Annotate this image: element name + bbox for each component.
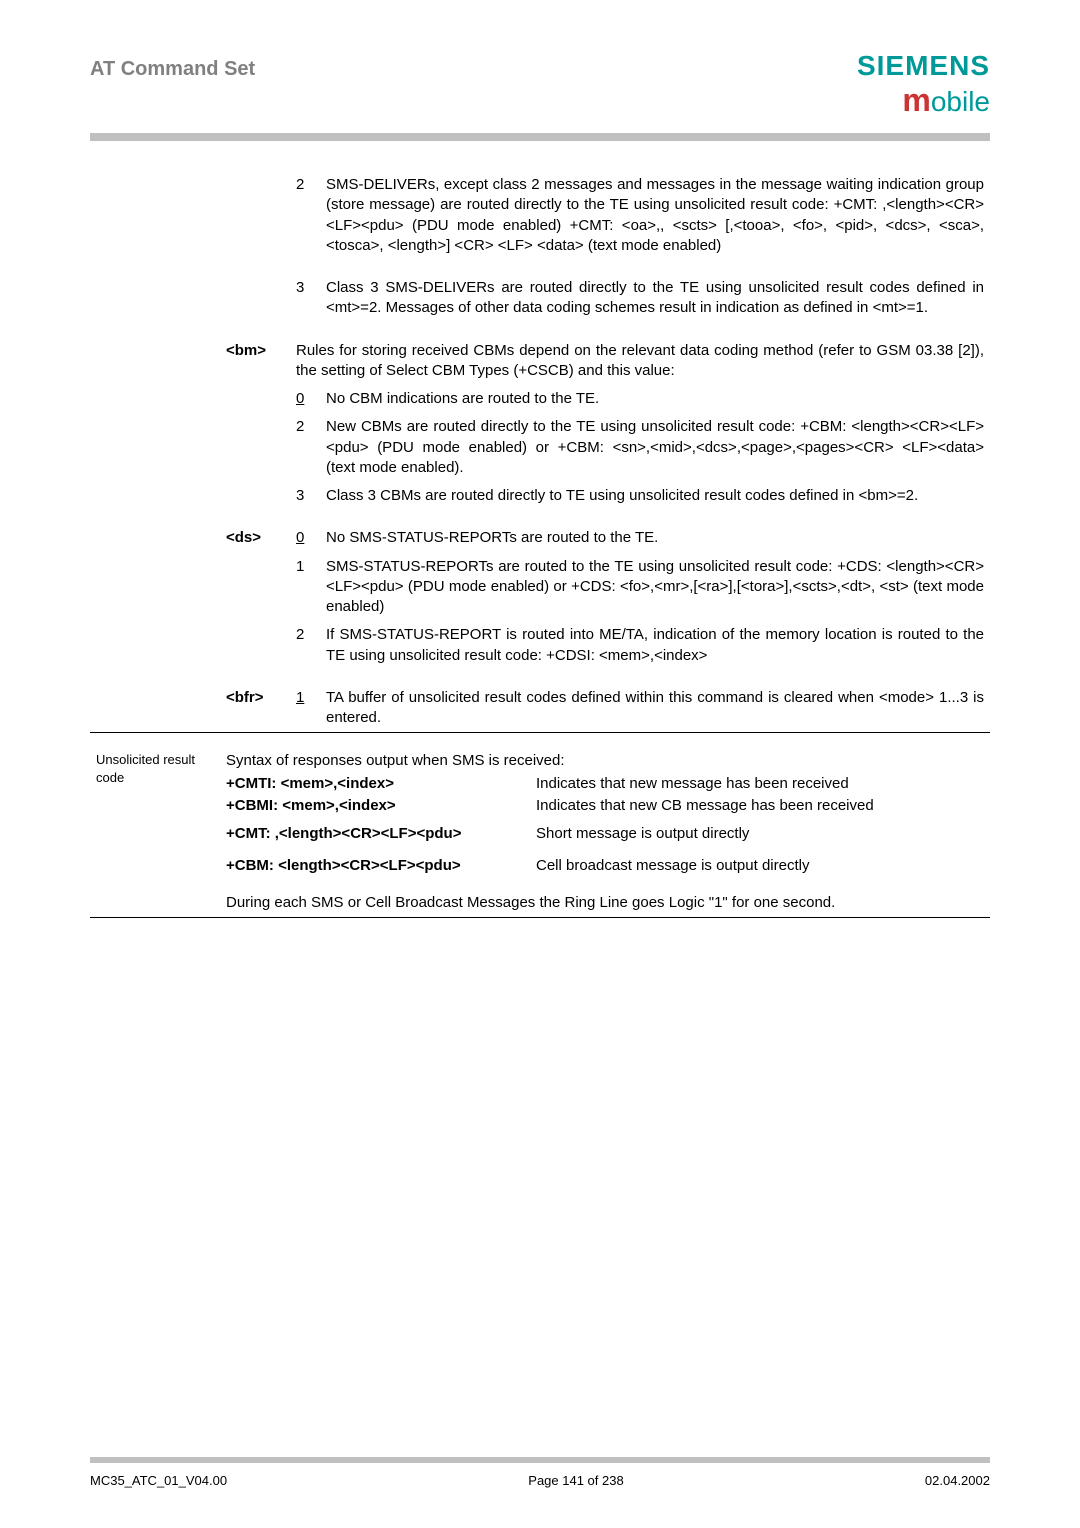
parameter-table: 2 SMS-DELIVERs, except class 2 messages … (90, 171, 990, 918)
response-desc: Indicates that new message has been rece… (536, 774, 984, 794)
logo-mobile-text: mobile (857, 82, 990, 119)
value-desc: No SMS-STATUS-REPORTs are routed to the … (320, 510, 990, 552)
value-num: 2 (290, 171, 320, 260)
value-num: 0 (290, 510, 320, 552)
value-num: 1 (290, 670, 320, 733)
page-header: AT Command Set SIEMENS mobile (90, 50, 990, 119)
value-num: 3 (290, 482, 320, 510)
value-desc: SMS-DELIVERs, except class 2 messages an… (320, 171, 990, 260)
value-num: 3 (290, 260, 320, 323)
table-row: <bfr> 1 TA buffer of unsolicited result … (90, 670, 990, 733)
table-row: 0 No CBM indications are routed to the T… (90, 385, 990, 413)
value-num: 0 (290, 385, 320, 413)
value-num: 2 (290, 621, 320, 670)
table-row: 2 SMS-DELIVERs, except class 2 messages … (90, 171, 990, 260)
urc-intro: Syntax of responses output when SMS is r… (226, 751, 984, 771)
response-row: +CMTI: <mem>,<index> Indicates that new … (226, 774, 984, 794)
value-desc: TA buffer of unsolicited result codes de… (320, 670, 990, 733)
response-row: +CBM: <length><CR><LF><pdu> Cell broadca… (226, 856, 984, 876)
footer-rule (90, 1457, 990, 1463)
table-row: 1 SMS-STATUS-REPORTs are routed to the T… (90, 553, 990, 622)
table-row (90, 917, 990, 918)
response-desc: Cell broadcast message is output directl… (536, 856, 984, 876)
footer-left: MC35_ATC_01_V04.00 (90, 1473, 227, 1488)
param-label: <bm> (220, 323, 290, 386)
siemens-logo: SIEMENS mobile (857, 50, 990, 119)
section-label: Unsolicited result code (90, 733, 220, 918)
urc-note: During each SMS or Cell Broadcast Messag… (226, 893, 984, 913)
table-row: 3 Class 3 CBMs are routed directly to TE… (90, 482, 990, 510)
param-intro: Rules for storing received CBMs depend o… (290, 323, 990, 386)
value-desc: SMS-STATUS-REPORTs are routed to the TE … (320, 553, 990, 622)
value-num: 2 (290, 413, 320, 482)
table-row: 3 Class 3 SMS-DELIVERs are routed direct… (90, 260, 990, 323)
page-footer: MC35_ATC_01_V04.00 Page 141 of 238 02.04… (90, 1457, 990, 1488)
table-row: <ds> 0 No SMS-STATUS-REPORTs are routed … (90, 510, 990, 552)
table-row: 2 New CBMs are routed directly to the TE… (90, 413, 990, 482)
table-row: Unsolicited result code Syntax of respon… (90, 733, 990, 918)
value-desc: Class 3 CBMs are routed directly to TE u… (320, 482, 990, 510)
response-row: +CBMI: <mem>,<index> Indicates that new … (226, 796, 984, 816)
footer-center: Page 141 of 238 (528, 1473, 623, 1488)
logo-siemens-text: SIEMENS (857, 50, 990, 82)
value-desc: New CBMs are routed directly to the TE u… (320, 413, 990, 482)
header-title: AT Command Set (90, 50, 255, 81)
response-code: +CBMI: <mem>,<index> (226, 796, 536, 816)
value-desc: If SMS-STATUS-REPORT is routed into ME/T… (320, 621, 990, 670)
header-rule (90, 133, 990, 141)
footer-right: 02.04.2002 (925, 1473, 990, 1488)
param-label: <ds> (220, 510, 290, 552)
response-desc: Indicates that new CB message has been r… (536, 796, 984, 816)
param-label: <bfr> (220, 670, 290, 733)
response-code: +CBM: <length><CR><LF><pdu> (226, 856, 536, 876)
response-desc: Short message is output directly (536, 824, 984, 844)
response-row: +CMT: ,<length><CR><LF><pdu> Short messa… (226, 824, 984, 844)
response-code: +CMTI: <mem>,<index> (226, 774, 536, 794)
value-num: 1 (290, 553, 320, 622)
table-row: 2 If SMS-STATUS-REPORT is routed into ME… (90, 621, 990, 670)
table-row: <bm> Rules for storing received CBMs dep… (90, 323, 990, 386)
response-code: +CMT: ,<length><CR><LF><pdu> (226, 824, 536, 844)
value-desc: No CBM indications are routed to the TE. (320, 385, 990, 413)
value-desc: Class 3 SMS-DELIVERs are routed directly… (320, 260, 990, 323)
